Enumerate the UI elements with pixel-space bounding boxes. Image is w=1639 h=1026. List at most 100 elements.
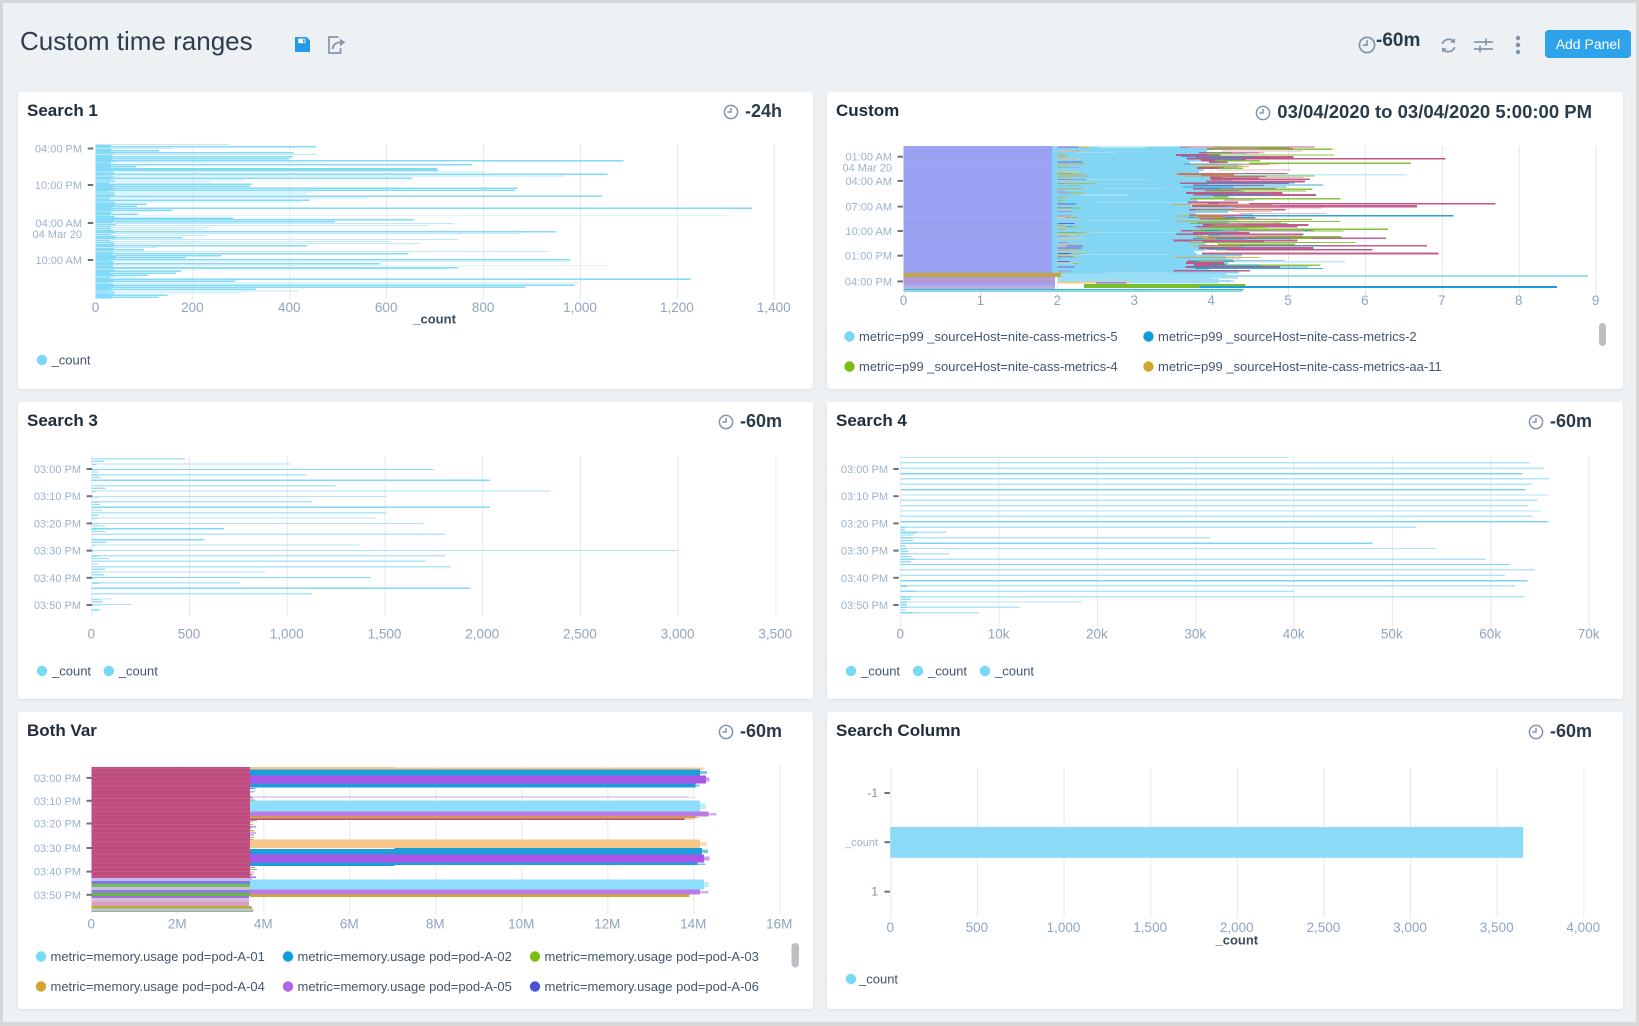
svg-text:0: 0 [92,300,100,315]
svg-text:20k: 20k [1086,627,1108,642]
svg-text:03:20 PM: 03:20 PM [34,518,81,530]
svg-text:03:50 PM: 03:50 PM [841,600,888,612]
svg-text:200: 200 [181,300,204,315]
svg-text:01:00 PM: 01:00 PM [845,251,892,263]
svg-text:_count: _count [1214,933,1258,948]
svg-text:400: 400 [278,300,301,315]
svg-text:1,500: 1,500 [1133,920,1167,935]
svg-text:03:50 PM: 03:50 PM [34,600,81,612]
svg-text:04:00 AM: 04:00 AM [846,176,892,188]
svg-text:50k: 50k [1381,627,1403,642]
svg-text:9: 9 [1592,293,1600,308]
svg-text:2,000: 2,000 [1220,920,1254,935]
svg-text:1,400: 1,400 [757,300,791,315]
svg-text:03:20 PM: 03:20 PM [841,518,888,530]
svg-text:_count: _count [858,972,898,987]
svg-text:03:40 PM: 03:40 PM [841,573,888,585]
svg-text:metric=p99 _sourceHost=nite-ca: metric=p99 _sourceHost=nite-cass-metrics… [1158,329,1417,344]
svg-text:1,000: 1,000 [1047,920,1081,935]
svg-text:04:00 PM: 04:00 PM [845,276,892,288]
svg-text:4,000: 4,000 [1566,920,1600,935]
svg-text:_count: _count [412,312,456,327]
svg-text:800: 800 [472,300,495,315]
svg-text:metric=p99 _sourceHost=nite-ca: metric=p99 _sourceHost=nite-cass-metrics… [1158,359,1442,374]
svg-text:03:10 PM: 03:10 PM [34,491,81,503]
svg-text:2M: 2M [168,917,187,932]
svg-text:40k: 40k [1283,627,1305,642]
svg-text:14M: 14M [680,917,706,932]
svg-text:03:40 PM: 03:40 PM [34,867,81,879]
svg-text:03:00 PM: 03:00 PM [34,773,81,785]
svg-text:metric=memory.usage pod=pod-A-: metric=memory.usage pod=pod-A-01 [51,949,265,964]
svg-text:1: 1 [977,293,985,308]
svg-text:04:00 AM: 04:00 AM [36,218,82,230]
svg-text:_count: _count [844,837,878,849]
svg-text:metric=memory.usage pod=pod-A-: metric=memory.usage pod=pod-A-04 [51,979,265,994]
svg-text:metric=p99 _sourceHost=nite-ca: metric=p99 _sourceHost=nite-cass-metrics… [859,359,1118,374]
svg-text:3,500: 3,500 [758,627,792,642]
svg-text:8: 8 [1515,293,1523,308]
svg-text:07:00 AM: 07:00 AM [846,202,892,214]
svg-text:metric=memory.usage pod=pod-A-: metric=memory.usage pod=pod-A-06 [545,979,759,994]
svg-text:_count: _count [118,663,158,678]
svg-text:metric=memory.usage pod=pod-A-: metric=memory.usage pod=pod-A-02 [298,949,512,964]
svg-text:_count: _count [51,663,91,678]
svg-text:1,200: 1,200 [660,300,694,315]
svg-text:03:00 PM: 03:00 PM [34,464,81,476]
svg-text:0: 0 [88,917,96,932]
svg-text:1,000: 1,000 [563,300,597,315]
svg-text:metric=p99 _sourceHost=nite-ca: metric=p99 _sourceHost=nite-cass-metrics… [859,329,1118,344]
svg-text:10:00 AM: 10:00 AM [846,226,892,238]
svg-text:04:00 PM: 04:00 PM [35,144,82,156]
svg-text:70k: 70k [1578,627,1600,642]
svg-text:60k: 60k [1479,627,1501,642]
svg-text:3,000: 3,000 [661,627,695,642]
svg-text:8M: 8M [426,917,445,932]
svg-text:2: 2 [1054,293,1062,308]
svg-text:03:00 PM: 03:00 PM [841,464,888,476]
svg-text:03:20 PM: 03:20 PM [34,819,81,831]
svg-text:2,000: 2,000 [465,627,499,642]
svg-text:4M: 4M [254,917,273,932]
svg-text:1,500: 1,500 [368,627,402,642]
svg-text:03:50 PM: 03:50 PM [34,890,81,902]
svg-text:30k: 30k [1184,627,1206,642]
svg-text:1: 1 [871,885,878,899]
svg-text:600: 600 [375,300,398,315]
svg-text:04 Mar 20: 04 Mar 20 [842,163,892,175]
svg-text:03:40 PM: 03:40 PM [34,573,81,585]
svg-text:6M: 6M [340,917,359,932]
svg-text:16M: 16M [766,917,792,932]
svg-text:01:00 AM: 01:00 AM [846,152,892,164]
svg-text:500: 500 [178,627,201,642]
svg-text:03:10 PM: 03:10 PM [841,491,888,503]
svg-text:_count: _count [51,353,91,368]
svg-text:3,000: 3,000 [1393,920,1427,935]
svg-text:10:00 AM: 10:00 AM [36,255,82,267]
svg-text:2,500: 2,500 [563,627,597,642]
svg-text:5: 5 [1284,293,1292,308]
svg-text:10M: 10M [508,917,534,932]
svg-text:_count: _count [860,663,900,678]
svg-text:10:00 PM: 10:00 PM [35,180,82,192]
svg-text:03:30 PM: 03:30 PM [841,546,888,558]
svg-text:0: 0 [900,293,908,308]
svg-text:metric=memory.usage pod=pod-A-: metric=memory.usage pod=pod-A-03 [545,949,759,964]
svg-text:500: 500 [966,920,989,935]
svg-text:metric=memory.usage pod=pod-A-: metric=memory.usage pod=pod-A-05 [298,979,512,994]
svg-text:1,000: 1,000 [270,627,304,642]
svg-text:0: 0 [897,627,905,642]
svg-text:7: 7 [1438,293,1446,308]
svg-text:03:30 PM: 03:30 PM [34,546,81,558]
svg-text:12M: 12M [594,917,620,932]
svg-text:_count: _count [994,663,1034,678]
svg-text:3,500: 3,500 [1480,920,1514,935]
svg-text:4: 4 [1207,293,1215,308]
svg-text:6: 6 [1361,293,1369,308]
svg-text:0: 0 [88,627,96,642]
svg-text:-1: -1 [867,786,878,800]
svg-text:2,500: 2,500 [1307,920,1341,935]
svg-text:04 Mar 20: 04 Mar 20 [32,229,82,241]
svg-text:03:10 PM: 03:10 PM [34,796,81,808]
svg-text:0: 0 [887,920,895,935]
